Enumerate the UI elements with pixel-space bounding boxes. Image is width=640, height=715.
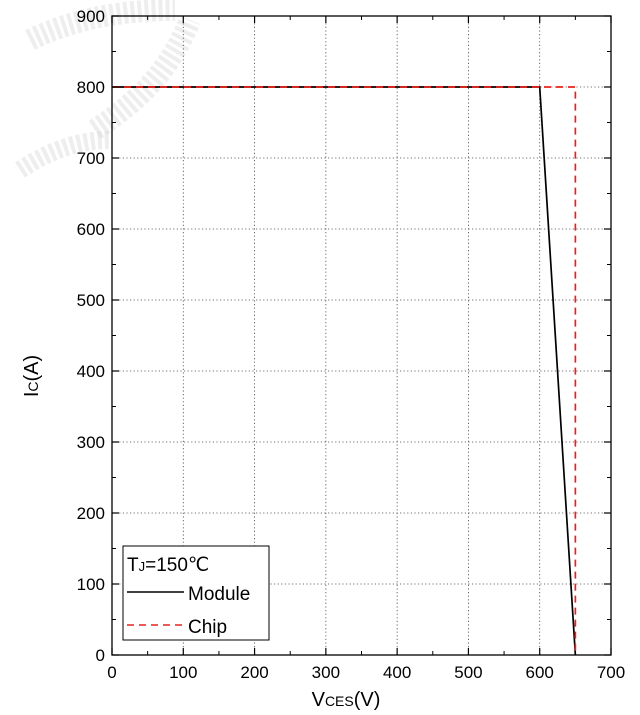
y-tick-label: 600 xyxy=(77,220,105,239)
x-tick-label: 600 xyxy=(526,663,554,682)
legend: TJ=150℃ Module Chip xyxy=(122,545,270,641)
x-tick-label: 100 xyxy=(169,663,197,682)
y-tick-label: 100 xyxy=(77,575,105,594)
x-tick-label: 200 xyxy=(240,663,268,682)
x-tick-label: 0 xyxy=(107,663,116,682)
y-tick-label: 900 xyxy=(77,7,105,26)
legend-label-module: Module xyxy=(188,584,250,605)
y-tick-labels: 0 100 200 300 400 500 600 700 800 900 xyxy=(77,7,105,665)
x-tick-label: 500 xyxy=(454,663,482,682)
series-layer xyxy=(112,86,577,656)
axis-ticks xyxy=(111,15,612,656)
x-tick-label: 300 xyxy=(312,663,340,682)
y-tick-label: 200 xyxy=(77,504,105,523)
legend-box xyxy=(122,545,270,641)
y-tick-label: 400 xyxy=(77,362,105,381)
x-axis-label: VCES(V) xyxy=(312,689,381,711)
y-tick-label: 700 xyxy=(77,149,105,168)
x-tick-labels: 0 100 200 300 400 500 600 700 xyxy=(107,663,625,682)
x-tick-label: 400 xyxy=(383,663,411,682)
series-line-module xyxy=(112,86,577,656)
legend-annotation: TJ=150℃ xyxy=(127,555,209,576)
y-tick-label: 300 xyxy=(77,433,105,452)
x-tick-label: 700 xyxy=(597,663,625,682)
y-tick-label: 800 xyxy=(77,78,105,97)
y-tick-label: 500 xyxy=(77,291,105,310)
series-line-chip xyxy=(112,86,577,655)
y-axis-label: IC(A) xyxy=(21,355,43,397)
legend-label-chip: Chip xyxy=(188,617,227,638)
y-tick-label: 0 xyxy=(96,646,105,665)
